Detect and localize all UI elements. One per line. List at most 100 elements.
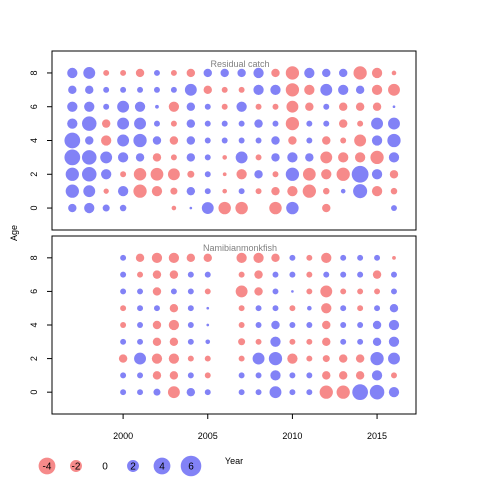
bubble-point: [322, 337, 331, 346]
bubble-point: [340, 288, 347, 295]
bubble-point: [154, 305, 160, 312]
y-axis-residual-catch: 0 2 4 6 8: [29, 70, 52, 211]
bubble-point: [65, 167, 79, 181]
bubble-point: [235, 201, 248, 215]
bubble-point: [321, 169, 332, 180]
panel-title-namibianmonkfish: Namibianmonkfish: [203, 243, 277, 253]
bubble-point: [222, 155, 227, 160]
bubble-point: [204, 137, 211, 144]
bubble-point: [255, 338, 262, 345]
bubble-point: [204, 120, 211, 127]
x-tick-label: 2005: [198, 431, 218, 441]
bubble-point: [355, 102, 365, 111]
bubble-point: [270, 84, 281, 95]
y-tick-label: 0: [29, 390, 39, 395]
bubble-point: [184, 83, 197, 96]
bubble-point: [371, 117, 383, 130]
bubble-point: [168, 101, 180, 112]
bubble-point: [236, 101, 247, 112]
bubble-point: [117, 134, 130, 147]
bubble-point: [320, 285, 333, 298]
bubble-point: [81, 167, 97, 182]
bubble-point: [306, 271, 313, 278]
bubble-point: [103, 69, 110, 76]
bubble-point: [120, 322, 127, 328]
bubble-point: [168, 353, 180, 364]
legend-bubble: [153, 457, 171, 475]
bubble-point: [238, 137, 245, 144]
bubble-point: [388, 319, 400, 331]
bubble-point: [306, 137, 313, 144]
bubble-point: [391, 288, 397, 295]
bubble-point: [305, 102, 314, 111]
bubble-point: [306, 254, 313, 261]
bubble-point: [187, 170, 195, 178]
bubble-point: [204, 389, 211, 396]
bubble-point: [322, 371, 331, 380]
bubble-point: [103, 188, 109, 194]
bubble-point: [268, 351, 283, 366]
bubble-point: [170, 120, 177, 127]
bubble-point: [272, 305, 279, 312]
legend-bubble: [127, 460, 139, 472]
bubble-point: [285, 167, 300, 181]
bubble-point: [171, 205, 177, 211]
bubble-point: [137, 389, 144, 396]
bubble-point: [168, 252, 180, 263]
legend-bubble: [38, 457, 56, 475]
bubble-point: [372, 270, 382, 279]
bubble-point: [320, 83, 333, 96]
bubble-point: [221, 86, 228, 93]
bubble-point: [320, 151, 333, 164]
bubble-point: [151, 252, 163, 263]
bubble-point: [271, 136, 280, 145]
bubble-point: [169, 270, 179, 279]
bubble-point: [351, 165, 369, 183]
bubble-point: [238, 305, 245, 312]
bubble-point: [304, 67, 315, 79]
bubble-point: [289, 271, 296, 278]
bubble-point: [186, 119, 196, 128]
bubble-point: [170, 69, 177, 76]
x-tick-label: 2000: [113, 431, 133, 441]
bubble-point: [204, 288, 211, 295]
bubble-point: [271, 153, 280, 162]
bubble-point: [238, 271, 245, 278]
bubble-point: [323, 120, 330, 127]
bubble-point: [120, 171, 127, 178]
bubble-point: [167, 386, 180, 399]
bubble-point: [169, 371, 179, 380]
bubble-point: [150, 167, 164, 181]
bubble-point: [187, 338, 194, 345]
bubble-point: [371, 186, 383, 197]
bubble-point: [339, 354, 348, 363]
bubble-point: [270, 370, 281, 381]
bubble-point: [374, 254, 381, 261]
bubble-point: [68, 203, 77, 213]
bubble-point: [186, 136, 196, 145]
bubble-point: [152, 153, 162, 162]
bubble-point: [388, 152, 400, 163]
bubble-point: [83, 185, 96, 198]
bubble-point: [255, 322, 262, 328]
bubble-point: [354, 134, 367, 147]
x-axis-title: Year: [225, 456, 243, 466]
bubble-point: [306, 372, 313, 379]
bubble-point: [64, 132, 81, 149]
bubble-point: [133, 184, 147, 198]
bubble-point: [269, 201, 282, 215]
panel-title-residual-catch: Residual catch: [210, 59, 269, 69]
bubble-point: [155, 104, 159, 109]
bubble-point: [339, 371, 348, 380]
bubble-point: [272, 271, 279, 278]
legend-label: 6: [188, 462, 194, 473]
bubble-point: [289, 322, 296, 328]
bubble-point: [285, 116, 300, 131]
bubble-point: [120, 69, 127, 76]
bubble-point: [388, 387, 400, 398]
bubble-point: [204, 372, 211, 379]
bubble-point: [152, 371, 162, 380]
bubble-point: [151, 186, 163, 197]
bubble-point: [323, 187, 330, 195]
bubble-point: [322, 136, 331, 145]
